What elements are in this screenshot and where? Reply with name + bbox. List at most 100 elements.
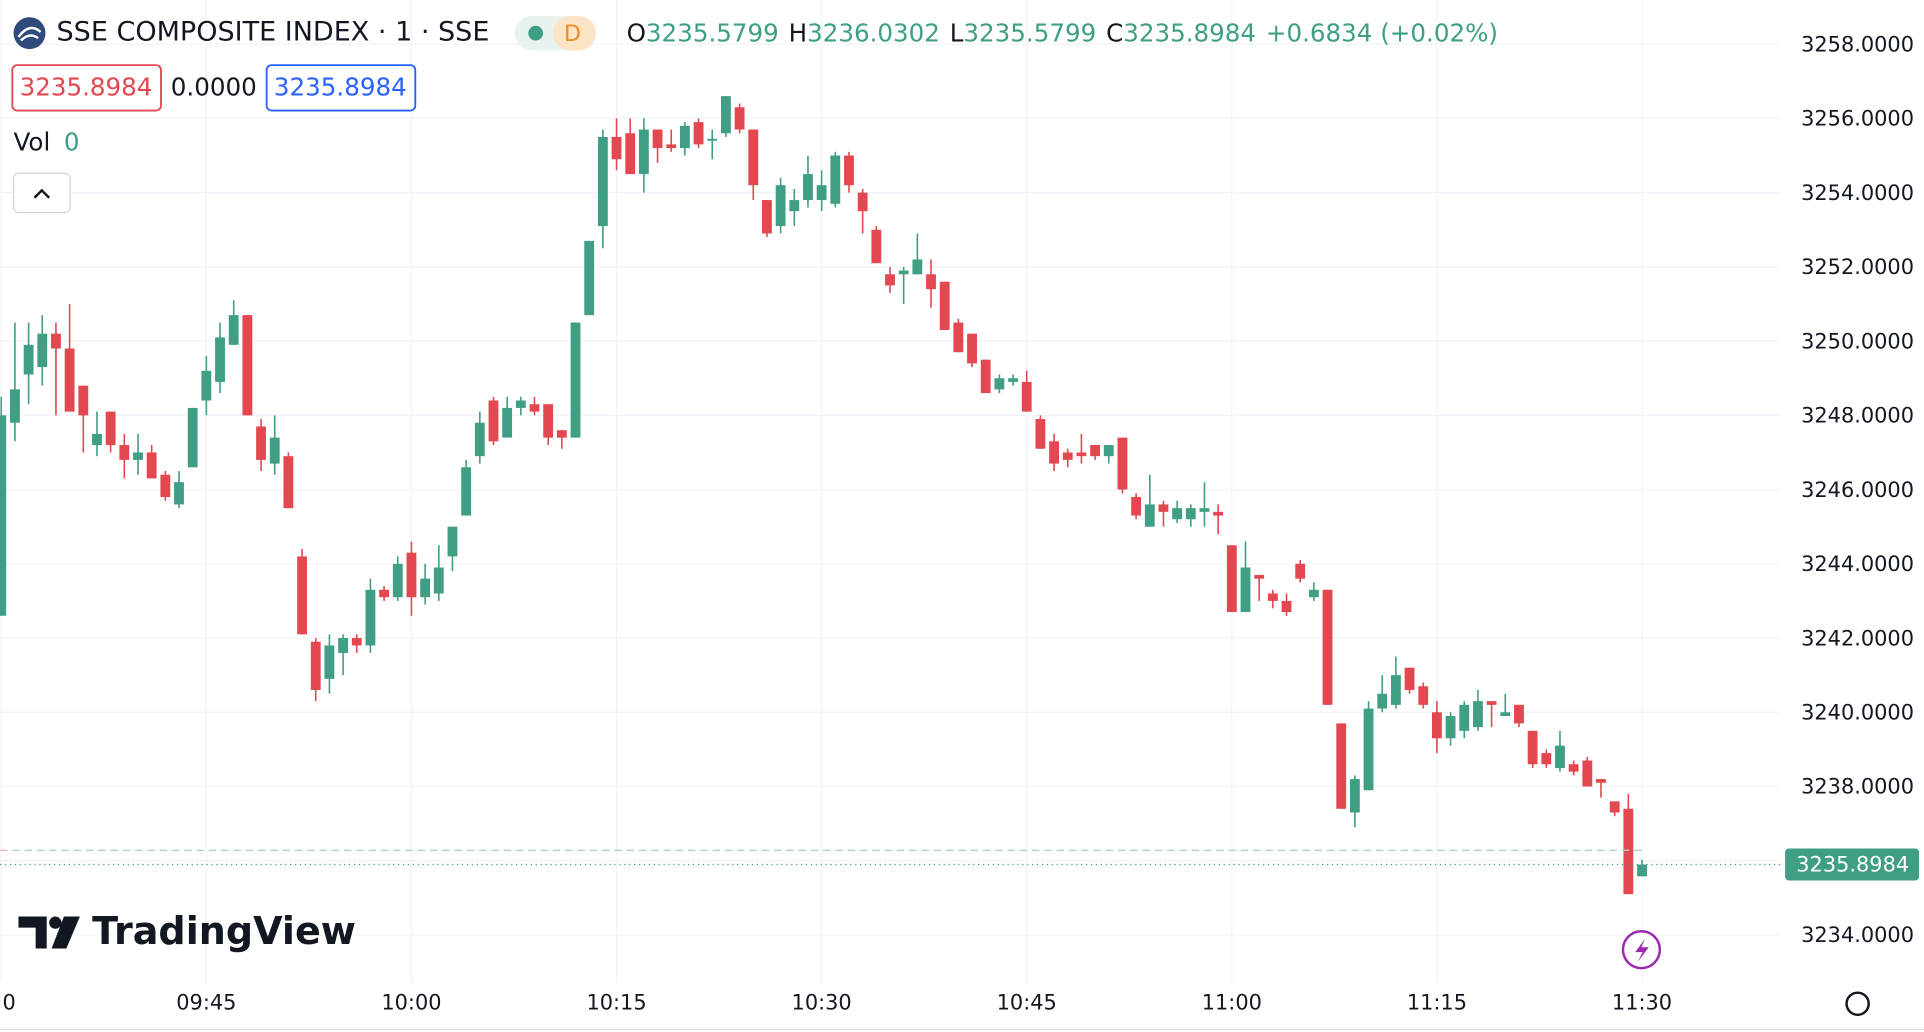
candle-body — [228, 315, 239, 345]
candle-body — [23, 344, 34, 375]
h-value: 3236.0302 — [807, 18, 940, 47]
candle-body — [51, 333, 61, 349]
grid — [0, 0, 1780, 983]
candle-body — [461, 467, 472, 516]
candle-body — [1418, 686, 1429, 705]
collapse-button[interactable] — [12, 172, 71, 214]
candle-body — [597, 136, 608, 227]
y-tick-label: 3248.0000 — [1801, 404, 1914, 428]
spread: 0.0000 — [171, 72, 257, 101]
sell-box[interactable] — [11, 64, 162, 112]
x-tick-label: 10:15 — [586, 991, 646, 1015]
candle-body — [1473, 701, 1483, 728]
candle-body — [488, 400, 499, 442]
ask[interactable]: 3235.8984 — [274, 72, 407, 101]
candle-body — [338, 638, 348, 653]
settings-button[interactable] — [1845, 991, 1870, 1017]
ohlc: O3235.5799 H3236.0302 L3235.5799 C3235.8984… — [627, 18, 1498, 47]
candle-body — [1582, 760, 1593, 787]
buy-box[interactable] — [265, 64, 417, 112]
candle-body — [1637, 864, 1647, 877]
l-label: L — [950, 18, 964, 47]
candle-body — [37, 333, 48, 368]
candle-body — [1062, 452, 1073, 460]
candle-body — [1349, 779, 1360, 813]
candle-body — [953, 322, 964, 353]
candle-body — [474, 422, 485, 457]
candle-body — [297, 556, 307, 635]
volume-label: Vol — [14, 128, 51, 157]
change: +0.6834 (+0.02%) — [1266, 18, 1498, 47]
candle-body — [1226, 545, 1237, 613]
volume-value: 0 — [64, 128, 80, 157]
candle-body — [1185, 508, 1196, 520]
candle-body — [939, 281, 950, 330]
candle-body — [174, 482, 184, 505]
candle-body — [392, 563, 403, 598]
candle-body — [1035, 419, 1046, 449]
candle-body — [64, 348, 75, 412]
candle-body — [1404, 667, 1415, 691]
candle-body — [133, 452, 143, 460]
candle-body — [324, 645, 335, 679]
candle-body — [78, 385, 89, 416]
c-label: C — [1106, 18, 1123, 47]
candle-body — [1008, 378, 1018, 382]
y-tick-label: 3238.0000 — [1801, 775, 1914, 799]
candle-body — [1308, 589, 1319, 598]
symbol-logo-mark — [17, 26, 42, 42]
candle-body — [1090, 445, 1101, 457]
y-tick-label: 3254.0000 — [1801, 181, 1914, 205]
candle-body — [1377, 693, 1388, 709]
candle-body — [406, 552, 417, 598]
candle-body — [1295, 563, 1306, 579]
logo-text: TradingView — [92, 909, 356, 953]
candle-body — [556, 430, 567, 438]
candles — [0, 96, 1784, 895]
candle-body — [256, 426, 266, 460]
candle-body — [570, 322, 581, 438]
candle-body — [433, 567, 444, 594]
candle-body — [1021, 381, 1032, 412]
candle-body — [980, 359, 991, 394]
x-tick-label: 09:45 — [176, 991, 236, 1015]
x-tick-label: 11:30 — [1612, 991, 1672, 1015]
candle-body — [1158, 504, 1169, 512]
x-tick-label: 11:00 — [1202, 991, 1262, 1015]
candle-body — [885, 274, 895, 286]
candle-body — [1076, 452, 1087, 457]
status-dot — [528, 25, 544, 41]
y-tick-label: 3240.0000 — [1801, 701, 1914, 725]
y-tick-label: 3252.0000 — [1801, 255, 1914, 279]
candle-body — [584, 240, 595, 316]
watermark: TradingView — [18, 909, 356, 953]
x-tick-label: 0 — [2, 991, 15, 1015]
x-tick-label: 10:30 — [792, 991, 852, 1015]
candle-body — [269, 437, 280, 464]
candle-body — [1199, 508, 1210, 512]
candle-body — [1596, 779, 1606, 783]
candle-body — [1254, 574, 1265, 579]
bid[interactable]: 3235.8984 — [20, 72, 153, 101]
candle-body — [187, 407, 198, 468]
y-tick-label: 3234.0000 — [1801, 923, 1914, 947]
candle-body — [625, 133, 636, 175]
candle-body — [912, 259, 923, 275]
candle-body — [215, 337, 225, 382]
candle-body — [844, 155, 854, 186]
candle-body — [160, 474, 171, 497]
legend: SSE COMPOSITE INDEX · 1 · SSE D O3235.57… — [11, 15, 1498, 214]
candle-body — [1213, 511, 1224, 516]
l-value: 3235.5799 — [963, 18, 1096, 47]
last-price-tag — [1785, 848, 1920, 881]
candle-body — [1363, 708, 1374, 791]
candle-body — [1049, 441, 1059, 464]
axes: 3234.00003236.00003238.00003240.00003242… — [0, 32, 1924, 1031]
badge: D — [564, 21, 581, 47]
candle-body — [748, 129, 759, 186]
candle-body — [707, 138, 718, 141]
candle-body — [1459, 704, 1470, 731]
candle-body — [926, 274, 936, 290]
